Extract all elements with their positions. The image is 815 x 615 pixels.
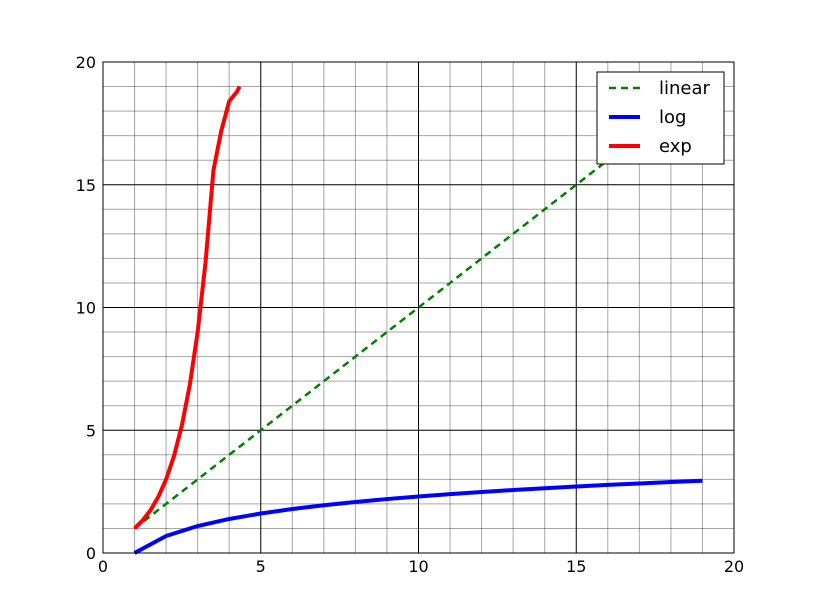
plot-frame [102, 61, 735, 554]
legend-label-linear: linear [659, 78, 711, 99]
y-tick-label: 10 [76, 299, 96, 318]
legend: linear log exp [596, 71, 725, 165]
x-tick-label: 15 [566, 557, 586, 576]
x-tick-label: 20 [724, 557, 744, 576]
legend-label-log: log [659, 107, 686, 128]
legend-label-exp: exp [659, 136, 692, 157]
series-line-exp [133, 85, 242, 530]
major-grid [103, 62, 734, 553]
x-tick-label: 10 [408, 557, 428, 576]
y-tick-label: 0 [86, 544, 96, 563]
series-line-log [133, 478, 703, 555]
y-tick-label: 20 [76, 53, 96, 72]
ticks-layer: 0 5 10 15 20 0 5 10 15 20 [76, 53, 745, 576]
x-tick-label: 0 [98, 557, 108, 576]
y-tick-label: 5 [86, 421, 96, 440]
y-tick-label: 15 [76, 176, 96, 195]
series-layer [133, 85, 704, 555]
x-tick-label: 5 [256, 557, 266, 576]
